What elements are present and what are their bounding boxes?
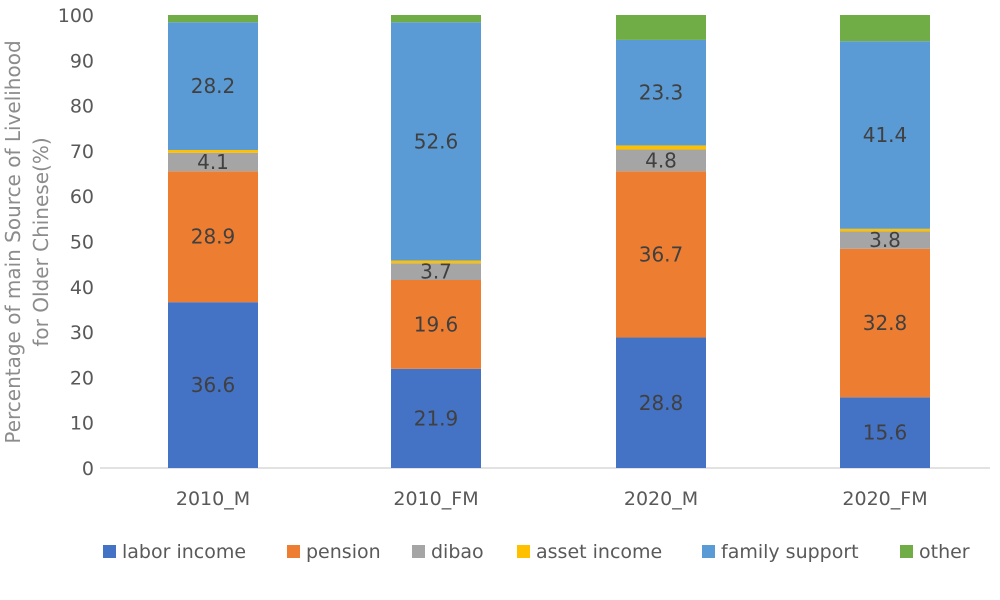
data-label: 36.7 — [639, 242, 684, 266]
bar-segment-labor-income — [616, 337, 706, 468]
bar-segment-other — [616, 15, 706, 40]
legend-label: dibao — [431, 541, 484, 563]
bar-segment-dibao — [168, 152, 258, 172]
bar-segment-pension — [840, 248, 930, 398]
x-tick-label: 2020_FM — [842, 488, 927, 510]
data-label: 28.9 — [191, 225, 236, 249]
legend-label: labor income — [122, 541, 246, 563]
y-tick-label: 40 — [70, 277, 94, 299]
y-axis-label-line-1: Percentage of main Source of Livelihood — [1, 40, 25, 443]
y-axis-label-line-2: for Older Chinese(%) — [29, 137, 53, 346]
bar-segment-asset-income — [168, 149, 258, 153]
bar-segment-family-support — [168, 22, 258, 150]
y-axis-ticks: 0 10 20 30 40 50 60 70 80 90 100 — [58, 5, 94, 480]
bar-segment-pension — [391, 280, 481, 369]
bar-segment-asset-income — [391, 260, 481, 264]
legend-label: other — [919, 541, 970, 563]
data-label: 4.8 — [645, 148, 677, 172]
x-axis-labels: 2010_M 2010_FM 2020_M 2020_FM — [176, 488, 928, 510]
data-label: 41.4 — [863, 123, 908, 147]
x-tick-label: 2010_M — [176, 488, 250, 510]
data-label: 52.6 — [414, 129, 459, 153]
bar-segment-other — [168, 15, 258, 23]
data-label: 28.2 — [191, 74, 236, 98]
bar-segment-family-support — [391, 22, 481, 261]
legend: labor income pension dibao asset income fami… — [103, 541, 970, 563]
bar-segment-other — [391, 15, 481, 23]
legend-swatch-pension — [287, 545, 300, 558]
legend-label: family support — [721, 541, 859, 563]
bar-segment-dibao — [391, 263, 481, 281]
legend-swatch-asset-income — [517, 545, 530, 558]
y-axis-label: Percentage of main Source of Livelihood … — [1, 40, 53, 443]
data-labels: 36.6 28.9 4.1 28.2 21.9 19.6 3.7 52.6 28.8 36.7 4.… — [191, 74, 908, 445]
bar-segment-labor-income — [168, 302, 258, 468]
x-tick-label: 2020_M — [624, 488, 698, 510]
bars — [168, 15, 930, 468]
y-tick-label: 60 — [70, 186, 94, 208]
y-tick-label: 20 — [70, 367, 94, 389]
legend-swatch-other — [900, 545, 913, 558]
data-label: 28.8 — [639, 391, 684, 415]
legend-label: asset income — [536, 541, 662, 563]
data-label: 4.1 — [197, 150, 229, 174]
bar-segment-family-support — [840, 41, 930, 229]
bar-segment-dibao — [840, 231, 930, 249]
bar-segment-family-support — [616, 39, 706, 146]
y-tick-label: 0 — [82, 458, 94, 480]
bar-segment-pension — [168, 171, 258, 303]
data-label: 3.7 — [420, 260, 452, 284]
data-label: 23.3 — [639, 81, 684, 105]
bar-segment-pension — [616, 171, 706, 338]
y-tick-label: 90 — [70, 50, 94, 72]
legend-label: pension — [306, 541, 381, 563]
y-tick-label: 30 — [70, 322, 94, 344]
bar-segment-other — [840, 15, 930, 42]
y-tick-label: 100 — [58, 5, 94, 27]
x-tick-label: 2010_FM — [393, 488, 478, 510]
y-tick-label: 80 — [70, 96, 94, 118]
bar-segment-dibao — [616, 149, 706, 172]
data-label: 32.8 — [863, 311, 908, 335]
bar-segment-asset-income — [840, 228, 930, 232]
y-tick-label: 50 — [70, 232, 94, 254]
bar-segment-labor-income — [391, 368, 481, 468]
data-label: 15.6 — [863, 421, 908, 445]
data-label: 36.6 — [191, 373, 236, 397]
bar-segment-labor-income — [840, 397, 930, 468]
y-tick-label: 10 — [70, 413, 94, 435]
y-tick-label: 70 — [70, 141, 94, 163]
legend-swatch-dibao — [412, 545, 425, 558]
data-label: 3.8 — [869, 228, 901, 252]
bar-segment-asset-income — [616, 145, 706, 150]
legend-swatch-family-support — [702, 545, 715, 558]
legend-swatch-labor-income — [103, 545, 116, 558]
data-label: 19.6 — [414, 312, 459, 336]
data-label: 21.9 — [414, 406, 459, 430]
